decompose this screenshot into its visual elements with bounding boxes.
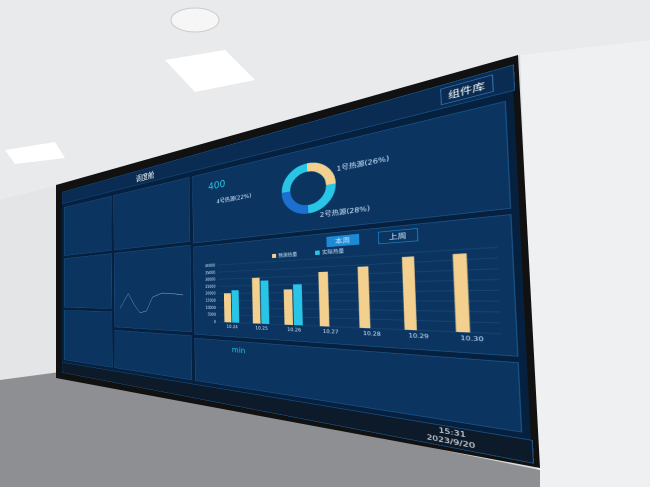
donut-ring bbox=[307, 163, 331, 189]
bar-chart: 0 5000 10000 15000 20000 25000 30000 3500040000… bbox=[205, 246, 518, 344]
bar bbox=[283, 289, 294, 326]
bar bbox=[251, 277, 261, 324]
ceiling-light bbox=[165, 50, 255, 92]
left-wall bbox=[0, 185, 60, 380]
legend-label: 预测热量 bbox=[278, 250, 298, 259]
legend-label: 实际热量 bbox=[322, 246, 345, 256]
y-tick-label: 20000 bbox=[205, 291, 216, 296]
donut-ring bbox=[286, 188, 308, 212]
right-wall bbox=[520, 40, 650, 487]
bar bbox=[231, 290, 240, 323]
bar bbox=[318, 271, 330, 327]
panel bbox=[113, 244, 192, 333]
bar bbox=[260, 280, 270, 325]
bar bbox=[223, 293, 232, 323]
x-tick-label: 10.25 bbox=[255, 324, 268, 332]
ceiling-sensor bbox=[170, 7, 220, 33]
bar bbox=[452, 253, 471, 333]
y-tick-label: 10000 bbox=[206, 306, 217, 311]
x-tick-label: 10.30 bbox=[460, 333, 485, 344]
ceiling bbox=[0, 0, 650, 200]
y-tick-label: 0 bbox=[214, 320, 217, 325]
y-tick-label: 5000 bbox=[208, 313, 217, 318]
donut-label: 4号热源(22%) bbox=[216, 192, 252, 205]
y-tick-label: 40000 bbox=[205, 263, 216, 269]
bar bbox=[292, 284, 303, 326]
x-tick-label: 10.24 bbox=[227, 323, 239, 330]
unit: min bbox=[231, 344, 246, 356]
x-tick-label: 10.26 bbox=[287, 325, 302, 333]
x-tick-label: 10.27 bbox=[323, 327, 340, 336]
bar bbox=[357, 266, 371, 329]
panel bbox=[64, 253, 113, 309]
y-tick-label: 15000 bbox=[205, 299, 216, 304]
dashboard: 调度舱 组件库 400 1号热源(26%) 4号热源(22%) 2号热源(28%… bbox=[61, 64, 535, 464]
y-tick-label: 30000 bbox=[205, 277, 216, 282]
legend-swatch bbox=[272, 253, 277, 259]
x-tick-label: 10.29 bbox=[408, 331, 430, 341]
panel bbox=[64, 195, 112, 256]
line-chart bbox=[114, 245, 191, 331]
center-value: 400 bbox=[208, 177, 226, 193]
panel bbox=[64, 310, 113, 368]
x-tick-label: 10.28 bbox=[363, 329, 382, 339]
ceiling-light bbox=[5, 142, 65, 164]
bar-panel: 本周 上周 0 5000 10000 15000 20000 25000 30000 3500… bbox=[193, 214, 519, 357]
floor bbox=[0, 372, 540, 487]
y-tick-label: 35000 bbox=[205, 270, 216, 275]
trend-line bbox=[120, 293, 184, 314]
y-tick-label: 25000 bbox=[205, 284, 216, 289]
bar bbox=[401, 256, 417, 331]
legend-swatch bbox=[315, 250, 320, 256]
